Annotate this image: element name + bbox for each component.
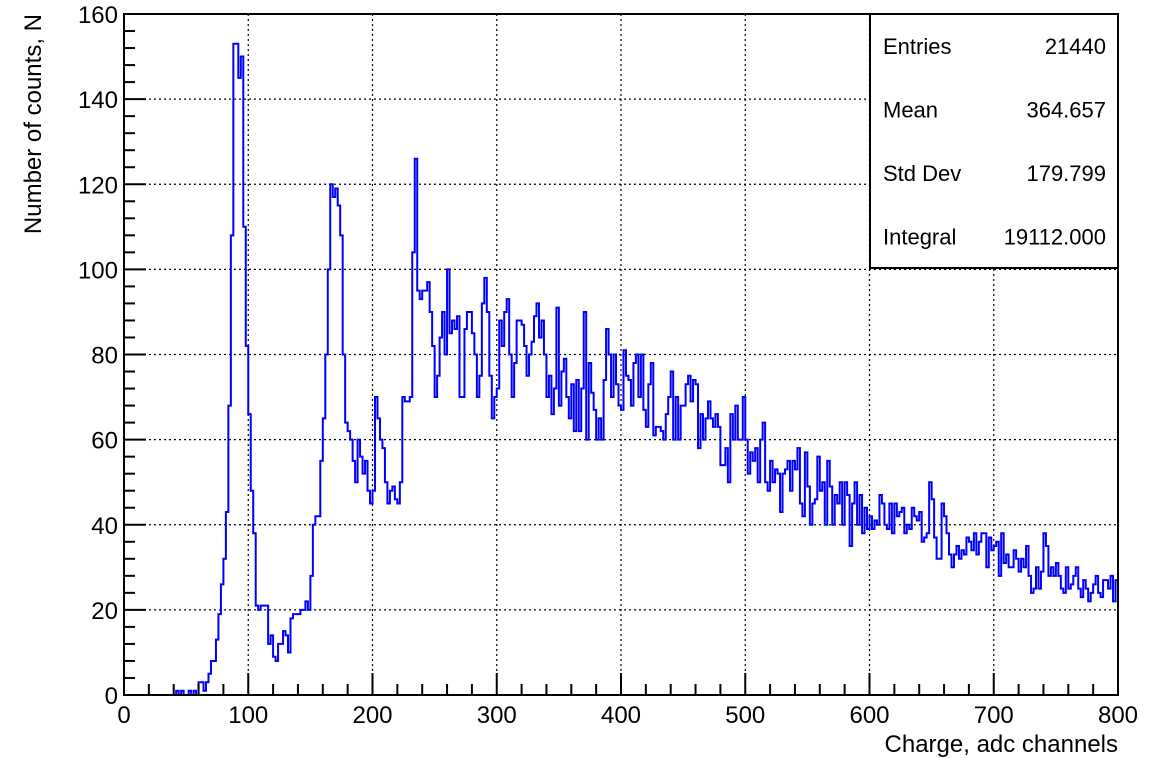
y-tick-label: 140 <box>78 87 118 114</box>
y-tick-label: 40 <box>91 513 118 540</box>
y-axis-title: Number of counts, N <box>20 14 47 234</box>
stats-value: 19112.000 <box>1004 224 1106 249</box>
axis-ticks: 0 100 200 300 400 500 600 700 800 0 20 40 60 80 100 120… <box>78 2 1138 729</box>
stats-box-frame <box>869 13 1119 269</box>
stats-label: Std Dev <box>883 161 961 186</box>
stats-label: Integral <box>883 224 956 249</box>
x-tick-label: 100 <box>228 702 268 729</box>
x-tick-label: 300 <box>477 702 517 729</box>
y-tick-label: 0 <box>105 683 118 710</box>
x-tick-label: 700 <box>974 702 1014 729</box>
x-tick-label: 400 <box>601 702 641 729</box>
x-tick-label: 200 <box>352 702 392 729</box>
y-tick-label: 80 <box>91 343 118 370</box>
stats-value: 21440 <box>1045 34 1106 59</box>
stats-value: 364.657 <box>1026 97 1106 122</box>
stats-label: Mean <box>883 97 938 122</box>
stats-label: Entries <box>883 34 951 59</box>
x-tick-label: 600 <box>849 702 889 729</box>
y-tick-label: 60 <box>91 428 118 455</box>
x-tick-label: 500 <box>725 702 765 729</box>
x-tick-label: 800 <box>1098 702 1138 729</box>
stats-value: 179.799 <box>1026 161 1106 186</box>
x-axis-title: Charge, adc channels <box>885 731 1118 758</box>
stats-box: Entries 21440 Mean 364.657 Std Dev 179.799 Int… <box>869 13 1119 269</box>
x-tick-label: 0 <box>117 702 130 729</box>
y-tick-label: 120 <box>78 172 118 199</box>
y-tick-label: 20 <box>91 598 118 625</box>
y-tick-label: 100 <box>78 257 118 284</box>
histogram-series-line <box>124 42 1118 696</box>
y-tick-label: 160 <box>78 2 118 29</box>
